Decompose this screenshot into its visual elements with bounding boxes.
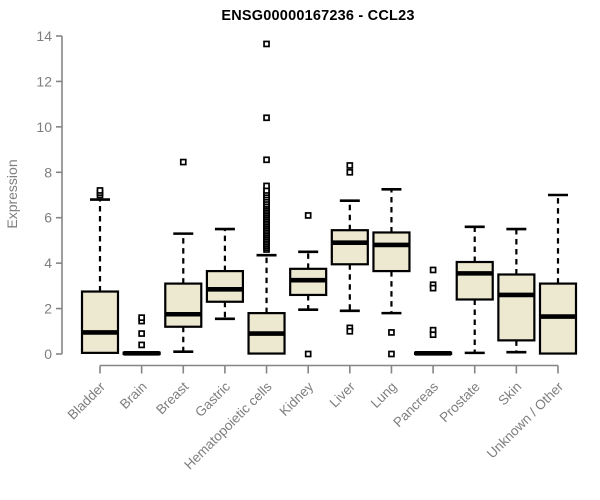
box-group-skin (497, 227, 536, 354)
x-tick-label-kidney: Kidney (277, 379, 317, 419)
box-group-bladder (80, 187, 120, 354)
x-tick-label-brain: Brain (117, 379, 150, 412)
box-group-liver (330, 162, 369, 335)
outlier-point (346, 168, 354, 176)
y-tick-label: 4 (44, 255, 52, 271)
outlier-point (388, 350, 395, 358)
box-breast (164, 282, 203, 328)
box-bladder (80, 290, 120, 354)
x-tick-label-unknown-other: Unknown / Other (484, 379, 567, 462)
outlier-point (429, 284, 437, 292)
box-lung (372, 231, 411, 273)
box-liver (330, 229, 369, 266)
x-tick-label-skin: Skin (495, 379, 524, 408)
y-tick-label: 12 (36, 73, 52, 89)
outlier-point (263, 182, 270, 190)
box-group-brain (122, 314, 161, 356)
box-group-kidney (289, 212, 328, 358)
x-tick-label-breast: Breast (153, 379, 191, 417)
box-skin (497, 273, 536, 342)
outlier-point (96, 187, 104, 194)
box-group-gastric (205, 227, 245, 321)
outlier-point (388, 329, 395, 336)
outlier-point (346, 162, 354, 169)
y-tick-label: 0 (44, 346, 52, 362)
box-group-prostate (455, 225, 494, 355)
y-tick-label: 2 (44, 301, 52, 317)
x-tick-label-pancreas: Pancreas (390, 379, 441, 430)
x-tick-label-liver: Liver (327, 379, 359, 411)
x-tick-label-bladder: Bladder (65, 379, 109, 423)
outlier-point (138, 341, 145, 349)
outlier-point (138, 314, 145, 322)
outlier-point (346, 327, 354, 335)
outlier-point (263, 156, 270, 164)
y-tick-label: 6 (44, 210, 52, 226)
y-tick-label: 14 (36, 28, 52, 44)
box-group-hematopoietic-cells (247, 40, 286, 355)
outlier-point (138, 330, 145, 337)
outlier-point (263, 40, 270, 48)
outlier-point (304, 212, 312, 219)
box-prostate (455, 260, 494, 301)
outlier-point (304, 350, 312, 358)
outlier-point (429, 331, 437, 339)
box-group-unknown-other (538, 193, 578, 355)
outlier-point (179, 158, 187, 166)
y-tick-label: 8 (44, 164, 52, 180)
chart-title: ENSG00000167236 - CCL23 (221, 8, 415, 24)
box-group-pancreas (413, 266, 453, 356)
x-tick-label-gastric: Gastric (192, 379, 233, 420)
outlier-point (263, 114, 270, 122)
outlier-point (429, 266, 437, 274)
box-group-breast (164, 158, 203, 354)
y-tick-label: 10 (36, 119, 52, 135)
box-group-lung (372, 188, 411, 358)
x-tick-label-lung: Lung (368, 379, 400, 411)
x-tick-label-prostate: Prostate (437, 379, 483, 425)
box-gastric (205, 269, 245, 303)
